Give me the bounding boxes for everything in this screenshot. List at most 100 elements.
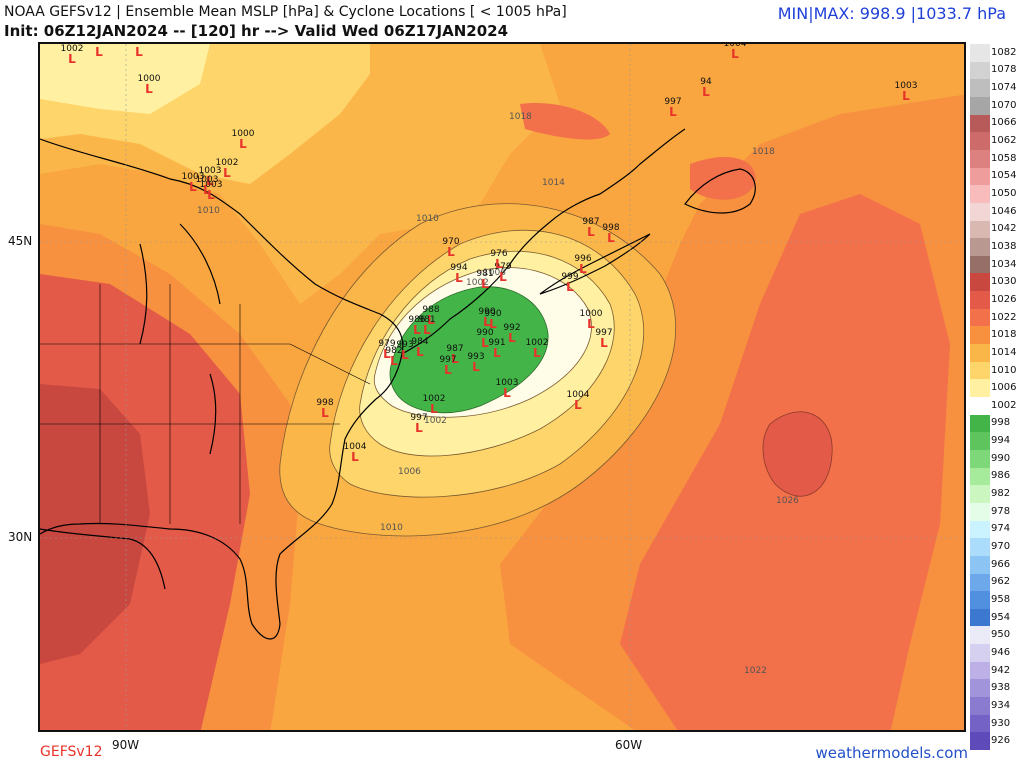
colorbar-segment: [970, 61, 990, 80]
low-marker-icon: L: [566, 280, 574, 294]
low-marker-icon: L: [351, 450, 359, 464]
site-link[interactable]: weathermodels.com: [815, 744, 968, 762]
low-marker-icon: L: [902, 89, 910, 103]
cyclone-pressure-label: 970: [442, 237, 459, 247]
cyclone-pressure-label: 1003: [196, 175, 219, 185]
low-marker-icon: L: [483, 315, 491, 329]
colorbar-segment: [970, 573, 990, 592]
colorbar-label: 990: [991, 452, 1011, 464]
cyclone-pressure-label: 987: [446, 344, 463, 354]
colorbar-segment: [970, 344, 990, 363]
contour-label: 1002: [466, 278, 489, 288]
contour-label: 1006: [483, 268, 506, 278]
cyclone-pressure-label: 94: [700, 77, 712, 87]
low-marker-icon: L: [415, 421, 423, 435]
low-marker-icon: L: [493, 346, 501, 360]
colorbar-label: 1062: [991, 135, 1017, 147]
contour-label: 1006: [398, 467, 421, 477]
colorbar-segment: [970, 714, 990, 733]
low-marker-icon: L: [95, 45, 103, 59]
low-marker-icon: L: [499, 270, 507, 284]
field-1002-north: [40, 44, 210, 114]
low-marker-icon: L: [145, 82, 153, 96]
low-marker-icon: L: [401, 348, 409, 362]
contour-label: 1010: [380, 523, 403, 533]
colorbar-segment: [970, 538, 990, 557]
colorbar-segment: [970, 132, 990, 151]
pressure-contours: 1002 1006 1010 1014 1018 1022 1026 1002 …: [40, 44, 964, 730]
low-marker-icon: L: [607, 231, 615, 245]
min-max-readout: MIN|MAX: 998.9 |1033.7 hPa: [777, 4, 1006, 23]
low-marker-icon: L: [206, 174, 214, 188]
cyclone-pressure-label: 979: [494, 262, 511, 272]
cyclone-pressure-label: 986: [408, 315, 425, 325]
cyclone-pressure-label: 1003: [496, 378, 519, 388]
colorbar-segment: [970, 361, 990, 380]
colorbar-label: 1046: [991, 205, 1017, 217]
colorbar-label: 1074: [991, 82, 1017, 94]
colorbar-segment: [970, 467, 990, 486]
cyclone-pressure-label: 981: [418, 315, 435, 325]
colorbar-segment: [970, 626, 990, 645]
colorbar-label: 958: [991, 593, 1011, 605]
cyclone-pressure-label: 990: [476, 328, 493, 338]
low-marker-icon: L: [223, 166, 231, 180]
lat-label-45n: 45N: [8, 234, 33, 248]
coastlines: [40, 128, 756, 640]
low-marker-icon: L: [68, 52, 76, 66]
low-marker-icon: L: [587, 317, 595, 331]
colorbar-label: 1030: [991, 276, 1017, 288]
low-marker-icon: L: [731, 47, 739, 61]
colorbar-segment: [970, 379, 990, 398]
cyclone-pressure-label: 1003: [182, 172, 205, 182]
colorbar-segment: [970, 520, 990, 539]
colorbar-label: 962: [991, 576, 1011, 588]
colorbar-label: 966: [991, 558, 1011, 570]
colorbar-label: 986: [991, 470, 1011, 482]
colorbar-label: 942: [991, 664, 1011, 676]
cyclone-pressure-label: 984: [411, 337, 428, 347]
cyclone-pressure-label: 990: [484, 309, 501, 319]
colorbar-label: 1038: [991, 240, 1017, 252]
low-marker-icon: L: [481, 336, 489, 350]
low-marker-icon: L: [503, 386, 511, 400]
colorbar-label: 930: [991, 717, 1011, 729]
cyclone-pressure-label: 997: [595, 328, 612, 338]
colorbar-segment: [970, 414, 990, 433]
cyclone-markers: 1002L992L1002L1000L1000L1002L1003L1003L1…: [61, 44, 918, 464]
colorbar-label: 1014: [991, 346, 1017, 358]
colorbar-label: 1006: [991, 382, 1017, 394]
low-marker-icon: L: [533, 346, 541, 360]
low-marker-icon: L: [239, 137, 247, 151]
colorbar-label: 982: [991, 488, 1011, 500]
cyclone-pressure-label: 1002: [128, 44, 151, 47]
low-marker-icon: L: [413, 323, 421, 337]
low-marker-icon: L: [600, 336, 608, 350]
colorbar-label: 1034: [991, 258, 1017, 270]
cyclone-pressure-label: 1000: [138, 74, 161, 84]
cyclone-pressure-label: 1000: [232, 129, 255, 139]
contour-label: 1010: [416, 214, 439, 224]
cyclone-pressure-label: 993: [467, 352, 484, 362]
cyclone-pressure-label: 996: [574, 254, 591, 264]
colorbar-segment: [970, 449, 990, 469]
low-marker-icon: L: [189, 180, 197, 194]
colorbar-segment: [970, 732, 990, 751]
low-marker-icon: L: [390, 354, 398, 368]
cyclone-pressure-label: 1002: [526, 338, 549, 348]
colorbar-label: 938: [991, 682, 1011, 694]
cyclone-pressure-label: 1002: [61, 44, 84, 54]
cyclone-pressure-label: 994: [450, 263, 467, 273]
colorbar-segment: [970, 697, 990, 716]
colorbar-segment: [970, 149, 990, 169]
cyclone-pressure-label: 997: [439, 355, 456, 365]
lon-label-60w: 60W: [615, 738, 643, 752]
colorbar-segment: [970, 291, 990, 310]
colorbar-segment: [970, 202, 990, 221]
colorbar-label: 1078: [991, 64, 1017, 76]
colorbar-segment: [970, 44, 990, 63]
low-marker-icon: L: [574, 398, 582, 412]
colorbar-label: 926: [991, 735, 1011, 747]
cyclone-pressure-label: 998: [316, 398, 333, 408]
colorbar-label: 946: [991, 646, 1011, 658]
